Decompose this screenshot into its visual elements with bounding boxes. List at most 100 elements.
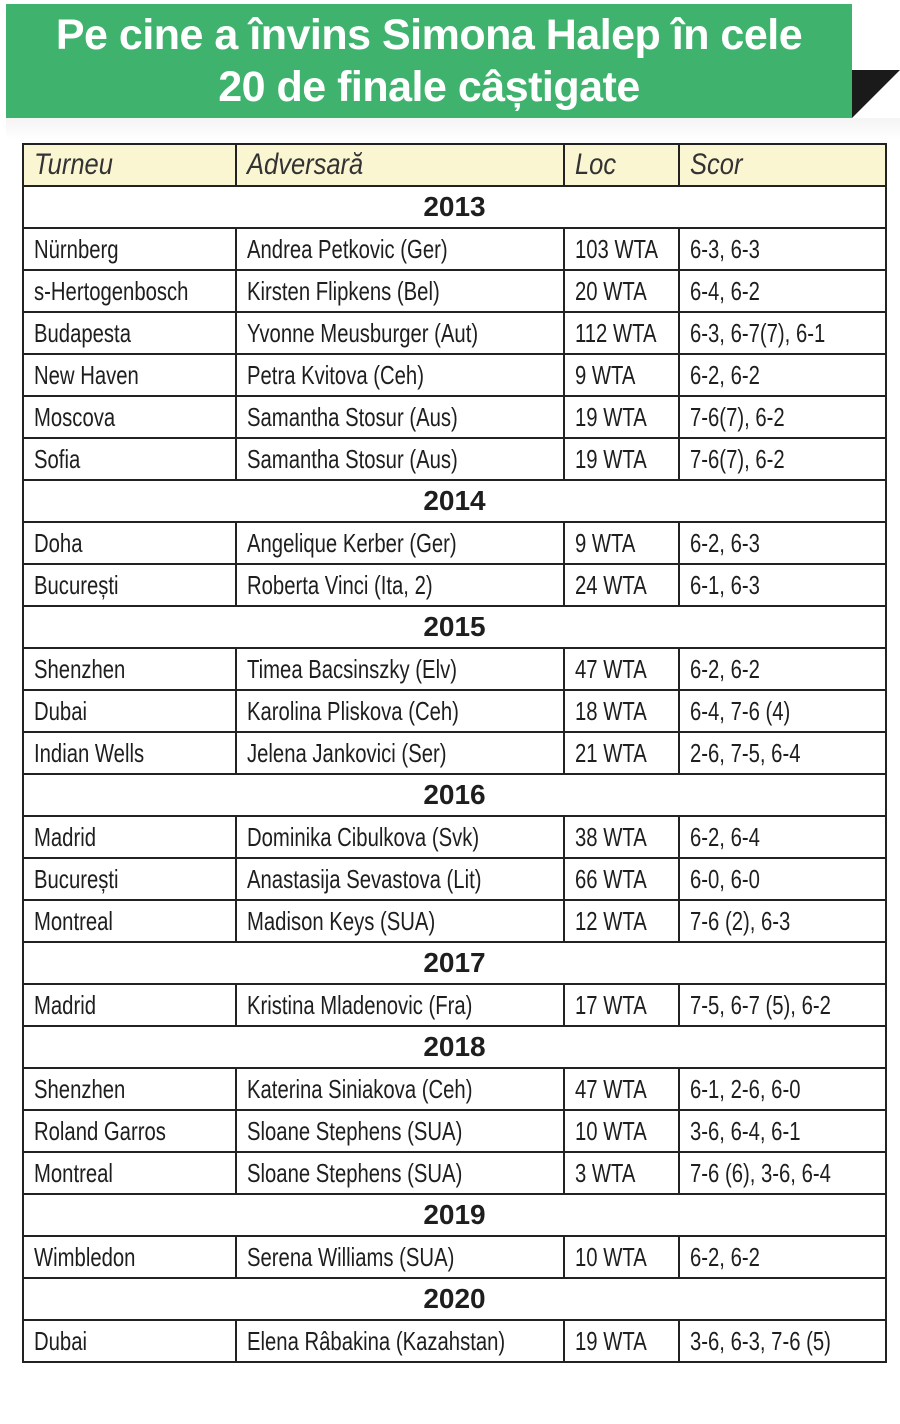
tournament-cell: Montreal bbox=[22, 899, 237, 943]
opponent-cell: Sloane Stephens (SUA) bbox=[235, 1151, 565, 1195]
table-row: Shenzhen Timea Bacsinszky (Elv) 47 WTA 6-2,… bbox=[22, 647, 887, 691]
tournament-cell: New Haven bbox=[22, 353, 237, 397]
opponent-cell: Yvonne Meusburger (Aut) bbox=[235, 311, 565, 355]
year-row: 2013 bbox=[22, 185, 887, 229]
tournament-cell: Madrid bbox=[22, 815, 237, 859]
ranking-cell: 103 WTA bbox=[563, 227, 680, 271]
ranking-cell: 112 WTA bbox=[563, 311, 680, 355]
opponent-cell: Katerina Siniakova (Ceh) bbox=[235, 1067, 565, 1111]
ranking-cell: 24 WTA bbox=[563, 563, 680, 607]
year-label: 2015 bbox=[22, 605, 887, 649]
ranking-cell: 47 WTA bbox=[563, 647, 680, 691]
tournament-cell: Doha bbox=[22, 521, 237, 565]
table-row: Montreal Madison Keys (SUA) 12 WTA 7-6 (2),… bbox=[22, 899, 887, 943]
score-cell: 6-2, 6-2 bbox=[678, 1235, 887, 1279]
opponent-cell: Kirsten Flipkens (Bel) bbox=[235, 269, 565, 313]
tournament-cell: Dubai bbox=[22, 689, 237, 733]
ranking-cell: 20 WTA bbox=[563, 269, 680, 313]
table-row: București Roberta Vinci (Ita, 2) 24 WTA 6-1… bbox=[22, 563, 887, 607]
tournament-cell: Dubai bbox=[22, 1319, 237, 1363]
ranking-cell: 9 WTA bbox=[563, 521, 680, 565]
year-label: 2017 bbox=[22, 941, 887, 985]
year-row: 2019 bbox=[22, 1193, 887, 1237]
year-row: 2014 bbox=[22, 479, 887, 523]
table-row: Doha Angelique Kerber (Ger) 9 WTA 6-2, 6-3 bbox=[22, 521, 887, 565]
score-cell: 6-1, 2-6, 6-0 bbox=[678, 1067, 887, 1111]
table-row: Madrid Kristina Mladenovic (Fra) 17 WTA 7-5… bbox=[22, 983, 887, 1027]
score-cell: 3-6, 6-3, 7-6 (5) bbox=[678, 1319, 887, 1363]
score-cell: 2-6, 7-5, 6-4 bbox=[678, 731, 887, 775]
table-row: Montreal Sloane Stephens (SUA) 3 WTA 7-6 (6… bbox=[22, 1151, 887, 1195]
ranking-cell: 10 WTA bbox=[563, 1235, 680, 1279]
score-cell: 3-6, 6-4, 6-1 bbox=[678, 1109, 887, 1153]
opponent-cell: Andrea Petkovic (Ger) bbox=[235, 227, 565, 271]
table-row: Dubai Karolina Pliskova (Ceh) 18 WTA 6-4, 7… bbox=[22, 689, 887, 733]
tournament-cell: Indian Wells bbox=[22, 731, 237, 775]
year-label: 2020 bbox=[22, 1277, 887, 1321]
banner-shadow bbox=[6, 118, 900, 140]
year-label: 2013 bbox=[22, 185, 887, 229]
table-header-row: Turneu Adversară Loc Scor bbox=[22, 143, 887, 187]
table-row: New Haven Petra Kvitova (Ceh) 9 WTA 6-2, 6-… bbox=[22, 353, 887, 397]
year-label: 2019 bbox=[22, 1193, 887, 1237]
table-body: 2013 Nürnberg Andrea Petkovic (Ger) 103 WTA… bbox=[22, 185, 887, 1363]
table-row: Moscova Samantha Stosur (Aus) 19 WTA 7-6(7)… bbox=[22, 395, 887, 439]
table-row: Madrid Dominika Cibulkova (Svk) 38 WTA 6-2,… bbox=[22, 815, 887, 859]
score-cell: 7-6(7), 6-2 bbox=[678, 437, 887, 481]
opponent-cell: Madison Keys (SUA) bbox=[235, 899, 565, 943]
year-label: 2014 bbox=[22, 479, 887, 523]
title-banner: Pe cine a învins Simona Halep în cele 20… bbox=[6, 4, 852, 118]
header-loc: Loc bbox=[563, 143, 680, 187]
score-cell: 6-2, 6-2 bbox=[678, 353, 887, 397]
tournament-cell: Madrid bbox=[22, 983, 237, 1027]
year-row: 2015 bbox=[22, 605, 887, 649]
opponent-cell: Kristina Mladenovic (Fra) bbox=[235, 983, 565, 1027]
ranking-cell: 9 WTA bbox=[563, 353, 680, 397]
ranking-cell: 47 WTA bbox=[563, 1067, 680, 1111]
table-row: Roland Garros Sloane Stephens (SUA) 10 WTA… bbox=[22, 1109, 887, 1153]
ranking-cell: 12 WTA bbox=[563, 899, 680, 943]
ranking-cell: 3 WTA bbox=[563, 1151, 680, 1195]
title-line-2: 20 de finale câștigate bbox=[218, 63, 640, 111]
score-cell: 6-2, 6-2 bbox=[678, 647, 887, 691]
opponent-cell: Dominika Cibulkova (Svk) bbox=[235, 815, 565, 859]
tournament-cell: București bbox=[22, 857, 237, 901]
year-row: 2018 bbox=[22, 1025, 887, 1069]
title-line-1: Pe cine a învins Simona Halep în cele bbox=[55, 11, 803, 59]
score-cell: 6-3, 6-7(7), 6-1 bbox=[678, 311, 887, 355]
table-row: Budapesta Yvonne Meusburger (Aut) 112 WTA 6… bbox=[22, 311, 887, 355]
opponent-cell: Petra Kvitova (Ceh) bbox=[235, 353, 565, 397]
ranking-cell: 18 WTA bbox=[563, 689, 680, 733]
tournament-cell: Roland Garros bbox=[22, 1109, 237, 1153]
ranking-cell: 19 WTA bbox=[563, 437, 680, 481]
ranking-cell: 19 WTA bbox=[563, 395, 680, 439]
opponent-cell: Angelique Kerber (Ger) bbox=[235, 521, 565, 565]
score-cell: 6-4, 6-2 bbox=[678, 269, 887, 313]
score-cell: 7-6 (6), 3-6, 6-4 bbox=[678, 1151, 887, 1195]
finals-table: Turneu Adversară Loc Scor 2013 Nürnberg An… bbox=[22, 143, 887, 1363]
tournament-cell: Sofia bbox=[22, 437, 237, 481]
table-row: București Anastasija Sevastova (Lit) 66 WT… bbox=[22, 857, 887, 901]
score-cell: 6-0, 6-0 bbox=[678, 857, 887, 901]
ranking-cell: 10 WTA bbox=[563, 1109, 680, 1153]
tournament-cell: Moscova bbox=[22, 395, 237, 439]
ranking-cell: 38 WTA bbox=[563, 815, 680, 859]
year-row: 2020 bbox=[22, 1277, 887, 1321]
opponent-cell: Samantha Stosur (Aus) bbox=[235, 437, 565, 481]
ranking-cell: 66 WTA bbox=[563, 857, 680, 901]
year-label: 2016 bbox=[22, 773, 887, 817]
tournament-cell: Budapesta bbox=[22, 311, 237, 355]
table-row: Dubai Elena Râbakina (Kazahstan) 19 WTA 3-6… bbox=[22, 1319, 887, 1363]
score-cell: 7-5, 6-7 (5), 6-2 bbox=[678, 983, 887, 1027]
score-cell: 6-1, 6-3 bbox=[678, 563, 887, 607]
tournament-cell: București bbox=[22, 563, 237, 607]
opponent-cell: Roberta Vinci (Ita, 2) bbox=[235, 563, 565, 607]
ranking-cell: 19 WTA bbox=[563, 1319, 680, 1363]
opponent-cell: Anastasija Sevastova (Lit) bbox=[235, 857, 565, 901]
tournament-cell: Shenzhen bbox=[22, 1067, 237, 1111]
opponent-cell: Karolina Pliskova (Ceh) bbox=[235, 689, 565, 733]
tournament-cell: Shenzhen bbox=[22, 647, 237, 691]
header-turneu: Turneu bbox=[22, 143, 237, 187]
tournament-cell: Montreal bbox=[22, 1151, 237, 1195]
table-row: Sofia Samantha Stosur (Aus) 19 WTA 7-6(7), … bbox=[22, 437, 887, 481]
